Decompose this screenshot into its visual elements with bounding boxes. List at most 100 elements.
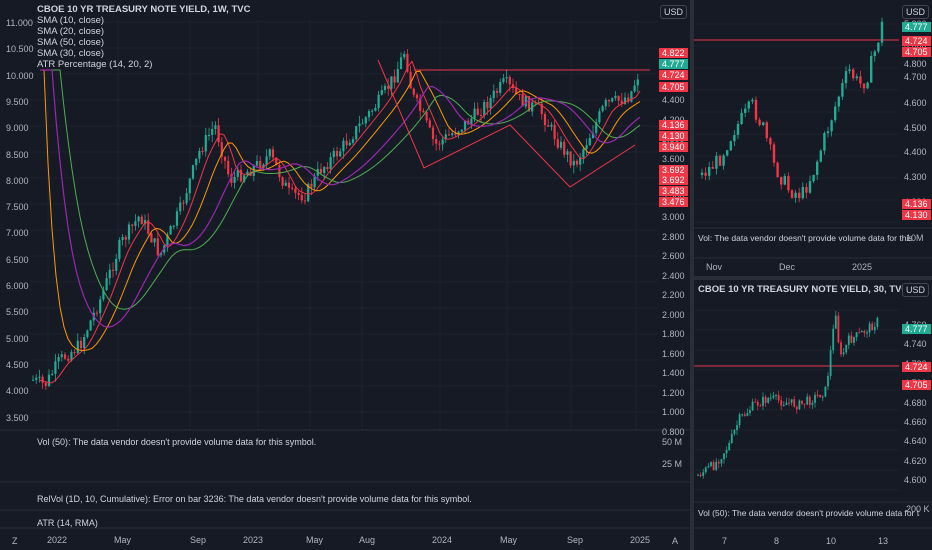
- time-axis-label: 2025: [630, 535, 651, 545]
- bottom-right-volume-scale: 200 K: [906, 504, 930, 514]
- horizontal-divider[interactable]: [694, 276, 932, 280]
- candle-body: [840, 342, 842, 355]
- candle-body: [351, 139, 355, 143]
- candle-body: [255, 161, 259, 166]
- main-chart-title[interactable]: CBOE 10 YR TREASURY NOTE YIELD, 1W, TVC: [37, 4, 251, 15]
- candle-body: [777, 395, 780, 401]
- currency-button[interactable]: USD: [660, 5, 688, 19]
- candle-body: [550, 124, 553, 127]
- left-scale-label: 5.500: [6, 307, 29, 318]
- candle-body: [319, 168, 323, 174]
- candle-body: [175, 211, 179, 226]
- left-scale-label: 7.000: [6, 228, 29, 239]
- candle-body: [441, 139, 444, 145]
- candle-body: [387, 85, 390, 89]
- candle-body: [143, 220, 147, 225]
- indicator-sma50[interactable]: SMA (50, close): [37, 37, 105, 48]
- bottom-right-chart-pane[interactable]: CBOE 10 YR TREASURY NOTE YIELD, 30, TVC …: [694, 280, 932, 550]
- candle-body: [852, 69, 855, 79]
- auto-scale-icon[interactable]: A: [672, 536, 679, 546]
- indicator-atr-percentage[interactable]: ATR Percentage (14, 20, 2): [37, 59, 153, 70]
- top-right-currency-button[interactable]: USD: [902, 5, 930, 19]
- right-scale-label: 1.000: [662, 407, 685, 417]
- top-right-chart-pane[interactable]: USD 5.2005.0004.8004.7004.6004.5004.4004…: [694, 0, 932, 276]
- candle-body: [419, 98, 422, 111]
- candle-body: [842, 352, 845, 355]
- candle-body: [767, 397, 770, 403]
- candle-body: [393, 76, 396, 83]
- candle-body: [794, 192, 797, 198]
- candle-body: [702, 472, 705, 477]
- candle-body: [492, 90, 495, 99]
- candle-body: [827, 376, 829, 387]
- candle-body: [79, 340, 83, 349]
- candle-body: [159, 252, 163, 256]
- indicator-sma30[interactable]: SMA (30, close): [37, 48, 105, 59]
- vertical-divider[interactable]: [690, 0, 694, 550]
- top-right-volume-text[interactable]: Vol: The data vendor doesn't provide vol…: [698, 233, 913, 243]
- candle-body: [521, 94, 524, 107]
- right-scale-label: 0.800: [662, 426, 685, 437]
- left-scale-label: 4.000: [6, 386, 29, 397]
- price-tag: 4.130: [902, 210, 931, 220]
- top-right-scale-label: 4.800: [904, 59, 927, 69]
- bottom-right-time-label: 13: [878, 536, 889, 546]
- main-chart-pane[interactable]: CBOE 10 YR TREASURY NOTE YIELD, 1W, TVC …: [0, 0, 690, 550]
- price-tag: 4.130: [659, 131, 688, 141]
- bottom-right-scale-label: 4.620: [904, 455, 927, 466]
- time-axis-label: May: [114, 535, 132, 545]
- candle-body: [303, 200, 307, 202]
- timezone-corner-icon[interactable]: Z: [12, 536, 18, 546]
- candle-body: [751, 401, 754, 411]
- candle-body: [511, 84, 515, 88]
- indicator-sma10[interactable]: SMA (10, close): [37, 15, 105, 26]
- candle-body: [73, 352, 76, 354]
- candle-body: [236, 169, 239, 177]
- bottom-right-volume-text[interactable]: Vol (50): The data vendor doesn't provid…: [698, 508, 920, 518]
- candle-body: [425, 112, 428, 121]
- candle-body: [769, 397, 772, 399]
- left-scale-label: 6.500: [6, 254, 29, 265]
- bottom-right-chart-canvas[interactable]: [694, 280, 932, 550]
- volume-indicator-text[interactable]: Vol (50): The data vendor doesn't provid…: [37, 437, 317, 447]
- candle-body: [733, 430, 736, 435]
- candle-body: [262, 164, 265, 169]
- candle-body: [873, 51, 876, 56]
- price-tag: 3.940: [659, 142, 688, 152]
- candle-body: [845, 344, 848, 353]
- candle-body: [627, 97, 630, 102]
- candle-body: [866, 82, 869, 89]
- candle-body: [623, 97, 627, 104]
- candle-body: [326, 166, 329, 170]
- relvol-indicator-text[interactable]: RelVol (1D, 10, Cumulative): Error on ba…: [37, 494, 472, 504]
- candle-body: [715, 155, 718, 169]
- main-chart-canvas[interactable]: [0, 0, 690, 550]
- top-right-scale-label: 4.600: [904, 98, 927, 108]
- right-scale-label: 3.600: [662, 153, 685, 164]
- candle-body: [765, 122, 768, 139]
- candle-body: [775, 395, 777, 397]
- candle-body: [63, 354, 67, 359]
- top-right-scale-label: 4.700: [904, 72, 927, 82]
- candle-body: [524, 96, 527, 107]
- candle-body: [710, 462, 712, 467]
- candle-body: [476, 108, 479, 116]
- bottom-right-chart-title[interactable]: CBOE 10 YR TREASURY NOTE YIELD, 30, TVC: [698, 284, 909, 295]
- atr-indicator-text[interactable]: ATR (14, RMA): [37, 518, 98, 528]
- top-right-chart-canvas[interactable]: [694, 0, 932, 276]
- candle-body: [803, 403, 806, 405]
- candle-body: [172, 225, 175, 227]
- bottom-right-currency-button[interactable]: USD: [902, 283, 930, 297]
- price-tag: 4.136: [659, 120, 688, 130]
- candle-body: [743, 414, 746, 416]
- candle-body: [489, 98, 492, 109]
- candle-body: [801, 400, 803, 404]
- candle-body: [707, 466, 710, 468]
- bottom-right-scale-label: 4.640: [904, 436, 927, 447]
- right-scale-label: 2.200: [662, 290, 685, 300]
- candle-body: [444, 134, 447, 140]
- candle-body: [380, 90, 383, 95]
- candle-body: [140, 216, 143, 225]
- candle-body: [367, 111, 371, 118]
- indicator-sma20[interactable]: SMA (20, close): [37, 26, 105, 37]
